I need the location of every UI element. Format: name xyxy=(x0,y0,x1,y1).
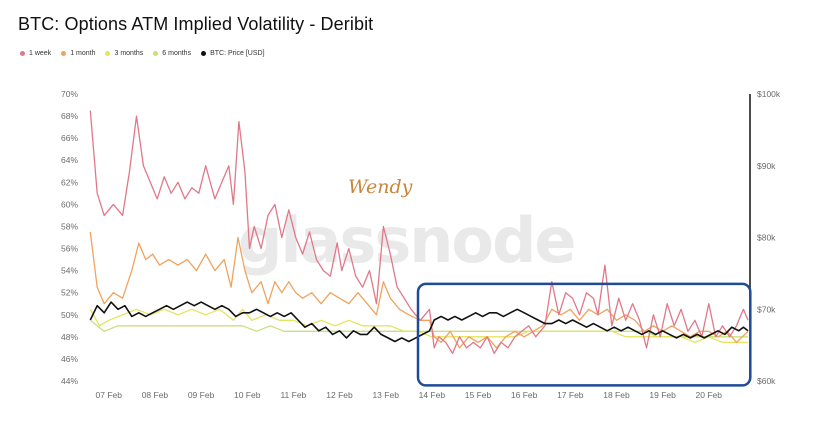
series-group xyxy=(89,110,749,355)
right-tick-label: $70k xyxy=(757,304,776,314)
x-tick-label: 18 Feb xyxy=(603,390,630,400)
left-tick-label: 56% xyxy=(61,244,78,254)
legend-label-1-week: 1 week xyxy=(29,50,52,57)
legend-label-6-months: 6 months xyxy=(162,50,192,57)
legend-label-3-months: 3 months xyxy=(114,50,144,57)
watermark-text: glassnode xyxy=(238,204,574,277)
left-tick-label: 52% xyxy=(61,288,78,298)
x-tick-label: 11 Feb xyxy=(280,390,306,400)
x-tick-label: 20 Feb xyxy=(696,390,723,400)
legend-item-6-months[interactable]: 6 months xyxy=(153,50,191,57)
series-line-3-months xyxy=(89,308,748,344)
right-tick-label: $90k xyxy=(757,161,776,171)
series-line-btc-price-usd xyxy=(89,301,749,343)
legend-dot-1-month xyxy=(61,51,67,56)
x-tick-label: 19 Feb xyxy=(649,390,676,400)
x-tick-label: 09 Feb xyxy=(188,390,215,400)
signature: Wendy xyxy=(348,176,413,198)
x-tick-label: 17 Feb xyxy=(557,390,584,400)
legend-dot-1-week xyxy=(20,51,25,56)
left-tick-label: 48% xyxy=(61,332,78,342)
legend-label-btc-price: BTC: Price [USD] xyxy=(210,50,265,57)
legend-item-3-months[interactable]: 3 months xyxy=(105,50,143,57)
x-axis: 07 Feb 08 Feb 09 Feb 10 Feb 11 Feb 12 Feb 13 F… xyxy=(96,390,723,400)
left-tick-label: 64% xyxy=(61,155,78,165)
right-tick-label: $100k xyxy=(757,89,781,99)
x-tick-label: 14 Feb xyxy=(419,390,446,400)
left-axis: 44% 46% 48% 50% 52% 54% 56% 58% 60% 62% 64% 66% 68% 7… xyxy=(61,89,78,386)
x-tick-label: 12 Feb xyxy=(326,390,353,400)
x-tick-label: 13 Feb xyxy=(372,390,399,400)
left-tick-label: 68% xyxy=(61,111,78,121)
legend-dot-3-months xyxy=(105,51,111,56)
x-tick-label: 15 Feb xyxy=(465,390,492,400)
chart-title: BTC: Options ATM Implied Volatility - De… xyxy=(18,14,374,34)
legend-item-1-month[interactable]: 1 month xyxy=(61,50,95,57)
x-tick-label: 16 Feb xyxy=(511,390,538,400)
left-tick-label: 46% xyxy=(61,354,78,364)
left-tick-label: 58% xyxy=(61,221,78,231)
x-tick-label: 10 Feb xyxy=(234,390,261,400)
legend-item-1-week[interactable]: 1 week xyxy=(20,50,51,57)
left-tick-label: 66% xyxy=(61,133,78,143)
right-tick-label: $80k xyxy=(757,233,776,243)
left-tick-label: 54% xyxy=(61,266,78,276)
left-tick-label: 50% xyxy=(61,310,78,320)
left-tick-label: 44% xyxy=(61,376,78,386)
left-tick-label: 70% xyxy=(61,89,78,99)
series-line-1-month xyxy=(89,231,749,349)
legend-dot-6-months xyxy=(153,51,159,56)
x-tick-label: 08 Feb xyxy=(142,390,169,400)
series-line-1-week xyxy=(89,110,749,355)
legend-label-1-month: 1 month xyxy=(70,50,96,57)
right-axis: $60k $70k $80k $90k $100k xyxy=(757,89,781,386)
legend-item-btc-price[interactable]: BTC: Price [USD] xyxy=(201,50,265,57)
legend-dot-btc-price xyxy=(201,51,207,56)
right-tick-label: $60k xyxy=(757,376,776,386)
left-tick-label: 60% xyxy=(61,199,78,209)
highlight-box xyxy=(416,282,752,387)
legend: 1 week 1 month 3 months 6 months BTC: Pr… xyxy=(20,50,265,57)
x-tick-label: 07 Feb xyxy=(96,390,123,400)
left-tick-label: 62% xyxy=(61,177,78,187)
